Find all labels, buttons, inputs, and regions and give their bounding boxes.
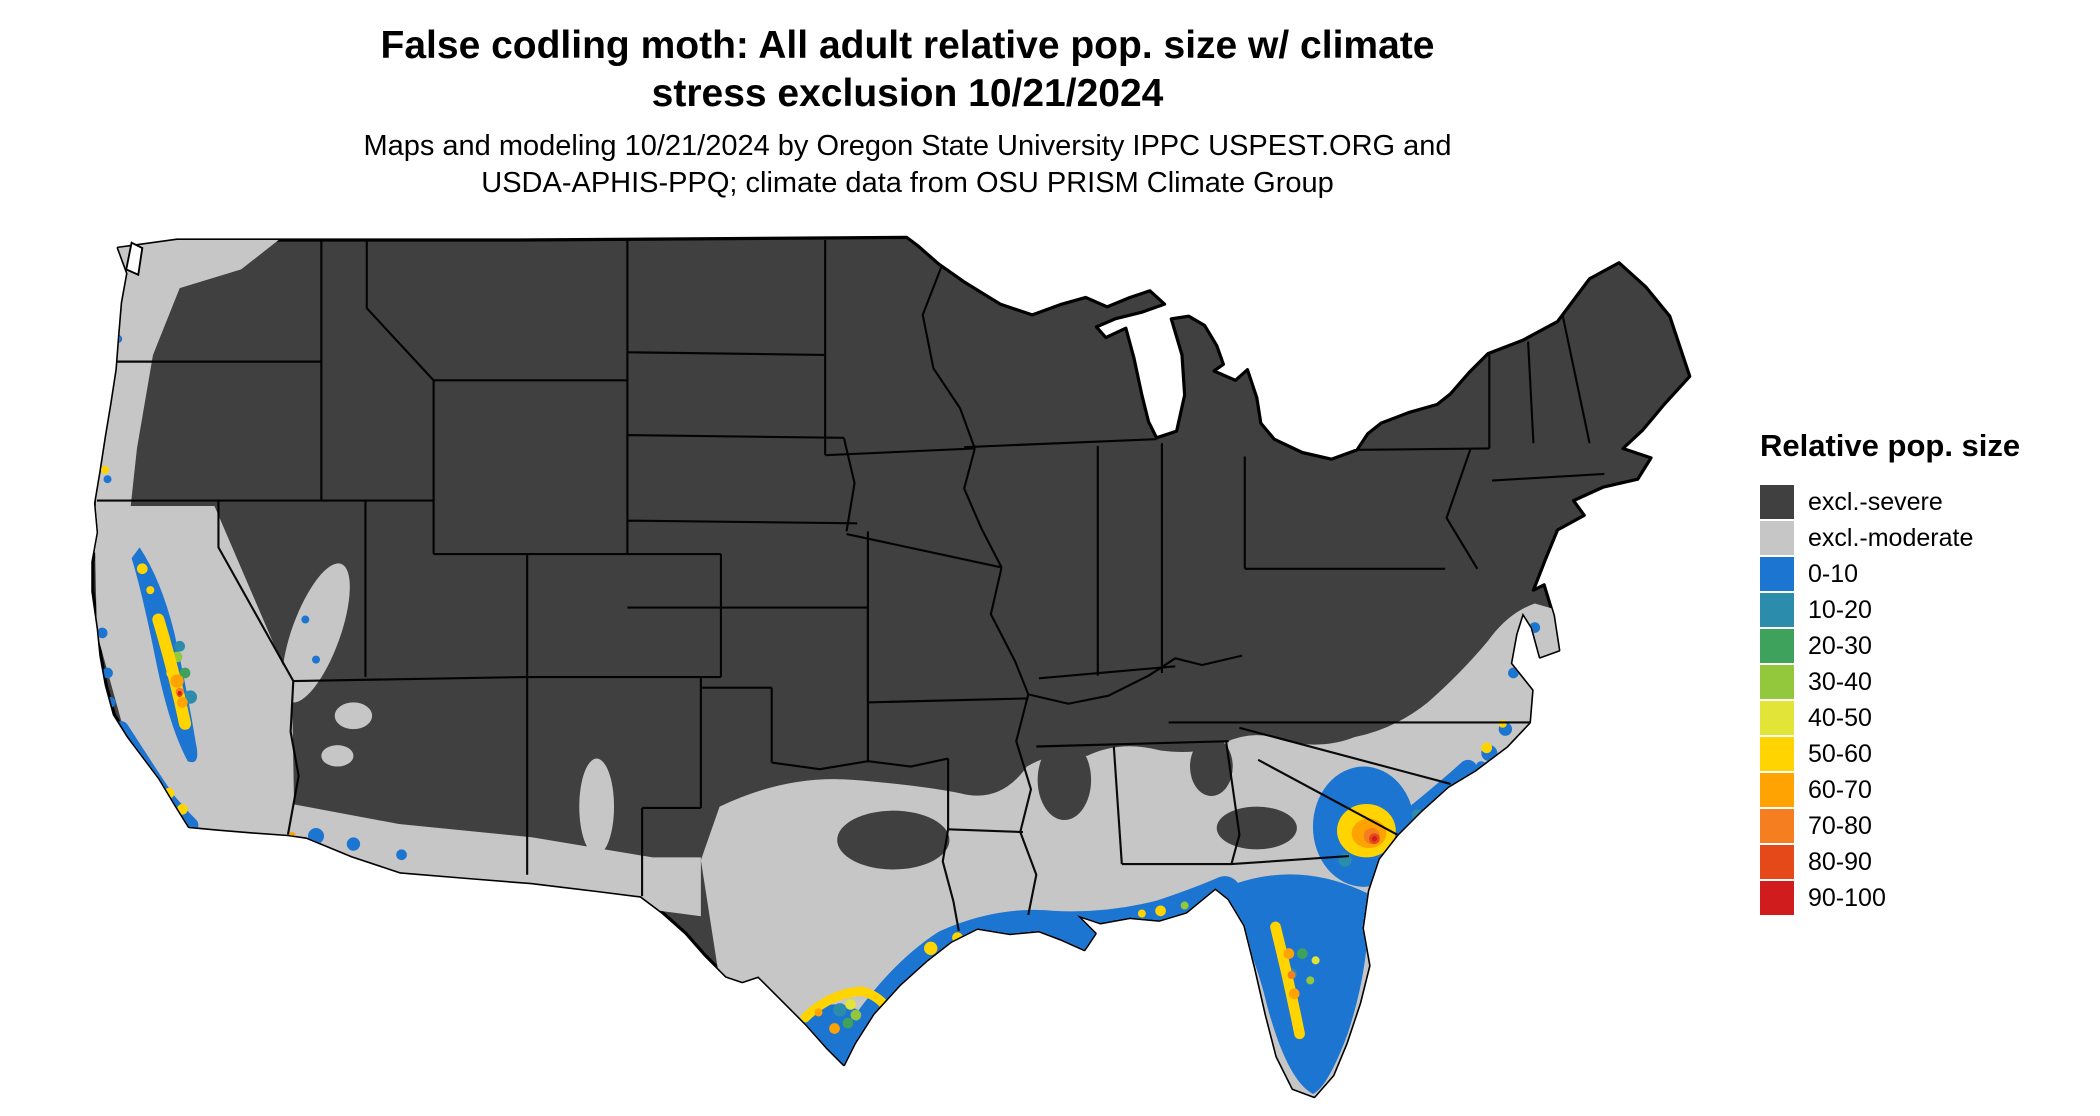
- legend-swatch: [1760, 557, 1794, 591]
- legend-item: excl.-severe: [1760, 484, 2090, 520]
- legend-swatch: [1760, 881, 1794, 915]
- legend-title: Relative pop. size: [1760, 428, 2021, 463]
- legend-label: 50-60: [1808, 740, 1872, 768]
- legend-item: excl.-moderate: [1760, 520, 2090, 556]
- legend: Relative pop. size excl.-severe excl.-mod…: [1760, 428, 2090, 916]
- map-credits-line2: USDA-APHIS-PPQ; climate data from OSU PR…: [481, 167, 1334, 199]
- legend-swatch: [1760, 773, 1794, 807]
- us-map-container: [90, 232, 1710, 1114]
- legend-label: 0-10: [1808, 560, 1859, 588]
- legend-swatch: [1760, 629, 1794, 663]
- legend-label: excl.-severe: [1808, 488, 1943, 516]
- legend-item: 0-10: [1760, 556, 2090, 592]
- legend-item: 40-50: [1760, 700, 2090, 736]
- legend-item: 60-70: [1760, 772, 2090, 808]
- legend-item: 70-80: [1760, 808, 2090, 844]
- map-title: False codling moth: All adult relative p…: [0, 22, 1815, 118]
- legend-label: 80-90: [1808, 848, 1872, 876]
- legend-item: 30-40: [1760, 664, 2090, 700]
- us-map: [91, 235, 1692, 1099]
- legend-label: 70-80: [1808, 812, 1872, 840]
- legend-swatch: [1760, 521, 1794, 555]
- legend-label: 60-70: [1808, 776, 1872, 804]
- map-title-line1: False codling moth: All adult relative p…: [380, 24, 1435, 67]
- legend-label: 40-50: [1808, 704, 1872, 732]
- legend-item: 20-30: [1760, 628, 2090, 664]
- legend-item: 80-90: [1760, 844, 2090, 880]
- legend-swatch: [1760, 737, 1794, 771]
- legend-item: 90-100: [1760, 880, 2090, 916]
- legend-swatch: [1760, 665, 1794, 699]
- legend-label: 90-100: [1808, 884, 1886, 912]
- legend-swatch: [1760, 701, 1794, 735]
- map-title-line2: stress exclusion 10/21/2024: [651, 72, 1164, 115]
- legend-item: 10-20: [1760, 592, 2090, 628]
- legend-swatch: [1760, 845, 1794, 879]
- legend-label: 10-20: [1808, 596, 1872, 624]
- legend-rows: excl.-severe excl.-moderate 0-10 10-20 20-30…: [1760, 484, 2090, 916]
- legend-item: 50-60: [1760, 736, 2090, 772]
- map-credits-line1: Maps and modeling 10/21/2024 by Oregon S…: [363, 130, 1452, 162]
- legend-swatch: [1760, 809, 1794, 843]
- puget-sound: [125, 241, 144, 277]
- legend-label: 30-40: [1808, 668, 1872, 696]
- map-credits: Maps and modeling 10/21/2024 by Oregon S…: [0, 128, 1815, 202]
- state-borders: [96, 240, 1605, 932]
- legend-swatch: [1760, 593, 1794, 627]
- legend-label: excl.-moderate: [1808, 524, 1974, 552]
- legend-label: 20-30: [1808, 632, 1872, 660]
- zone-pop-90-100: [177, 691, 1378, 842]
- legend-swatch: [1760, 485, 1794, 519]
- zone-pop-10-20: [174, 640, 1423, 1017]
